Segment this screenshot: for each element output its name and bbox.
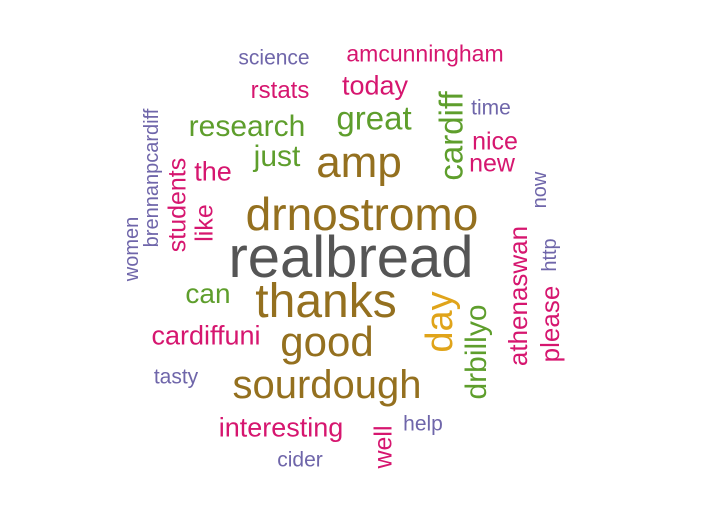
word-thanks: thanks — [255, 275, 397, 328]
word-now: now — [529, 171, 551, 209]
word-well: well — [369, 425, 398, 469]
word-please: please — [535, 285, 565, 363]
word-drnostromo: drnostromo — [245, 188, 479, 240]
word-interesting: interesting — [218, 412, 344, 443]
word-students: students — [163, 157, 192, 253]
word-tasty: tasty — [153, 365, 199, 389]
word-cardiff: cardiff — [432, 91, 470, 181]
word-women: women — [121, 216, 143, 282]
word-the: the — [194, 156, 232, 187]
word-science: science — [238, 46, 310, 70]
word-athenaswan: athenaswan — [503, 225, 533, 367]
word-can: can — [185, 278, 231, 309]
word-just: just — [253, 140, 301, 173]
word-http: http — [539, 238, 561, 272]
word-time: time — [471, 96, 511, 120]
word-today: today — [341, 70, 409, 101]
word-rstats: rstats — [250, 77, 310, 104]
word-amcunningham: amcunningham — [346, 40, 504, 67]
word-brennanpcardiff: brennanpcardiff — [141, 108, 163, 248]
word-drbillyo: drbillyo — [460, 304, 493, 400]
word-day: day — [419, 291, 461, 353]
word-nice: nice — [472, 127, 518, 156]
word-sourdough: sourdough — [232, 363, 422, 407]
word-help: help — [403, 412, 443, 436]
word-good: good — [280, 318, 374, 365]
word-new: new — [469, 149, 515, 178]
word-like: like — [190, 204, 219, 242]
word-amp: amp — [316, 138, 402, 187]
word-cardiffuni: cardiffuni — [151, 320, 261, 351]
word-research: research — [188, 110, 306, 143]
word-realbread: realbread — [228, 225, 474, 290]
word-cider: cider — [277, 448, 323, 472]
word-great: great — [336, 99, 412, 137]
